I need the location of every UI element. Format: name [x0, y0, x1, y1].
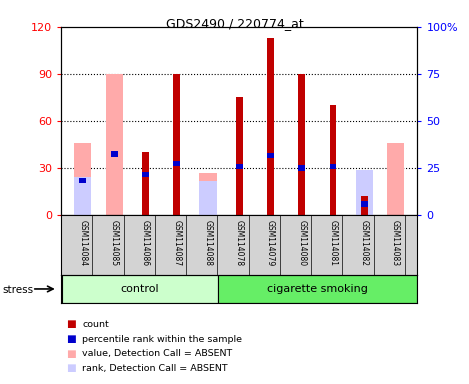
Bar: [173, 74, 180, 215]
Bar: [330, 105, 336, 215]
Text: GSM114081: GSM114081: [328, 220, 338, 266]
Text: cigarette smoking: cigarette smoking: [267, 284, 368, 294]
Bar: [74, 177, 91, 215]
Text: rank, Detection Call = ABSENT: rank, Detection Call = ABSENT: [82, 364, 228, 373]
Text: GSM114088: GSM114088: [204, 220, 212, 266]
Bar: [199, 173, 217, 215]
Bar: [356, 170, 373, 215]
Text: GSM114079: GSM114079: [266, 220, 275, 266]
Bar: [61, 275, 218, 303]
Text: GSM114087: GSM114087: [172, 220, 181, 266]
Text: ■: ■: [66, 319, 76, 329]
Bar: [218, 275, 417, 303]
Text: value, Detection Call = ABSENT: value, Detection Call = ABSENT: [82, 349, 232, 358]
Bar: [79, 178, 86, 183]
Bar: [298, 74, 305, 215]
Bar: [111, 151, 118, 157]
Text: stress: stress: [2, 285, 33, 295]
Text: percentile rank within the sample: percentile rank within the sample: [82, 334, 242, 344]
Text: ■: ■: [66, 334, 76, 344]
Text: GSM114085: GSM114085: [110, 220, 119, 266]
Bar: [361, 196, 368, 215]
Bar: [142, 152, 149, 215]
Text: GDS2490 / 220774_at: GDS2490 / 220774_at: [166, 17, 303, 30]
Bar: [267, 38, 274, 215]
Bar: [330, 164, 336, 169]
Bar: [106, 74, 123, 215]
Bar: [142, 172, 149, 177]
Bar: [236, 98, 242, 215]
Bar: [267, 153, 274, 158]
Text: count: count: [82, 320, 109, 329]
Bar: [387, 143, 404, 215]
Text: control: control: [121, 284, 159, 294]
Text: ■: ■: [66, 349, 76, 359]
Text: GSM114086: GSM114086: [141, 220, 150, 266]
Bar: [173, 161, 180, 166]
Text: GSM114083: GSM114083: [391, 220, 400, 266]
Text: GSM114082: GSM114082: [360, 220, 369, 266]
Text: GSM114078: GSM114078: [234, 220, 244, 266]
Bar: [74, 143, 91, 215]
Bar: [236, 164, 242, 169]
Bar: [298, 165, 305, 171]
Text: GSM114080: GSM114080: [297, 220, 306, 266]
Bar: [361, 201, 368, 207]
Text: GSM114084: GSM114084: [78, 220, 87, 266]
Bar: [199, 180, 217, 215]
Text: ■: ■: [66, 363, 76, 373]
